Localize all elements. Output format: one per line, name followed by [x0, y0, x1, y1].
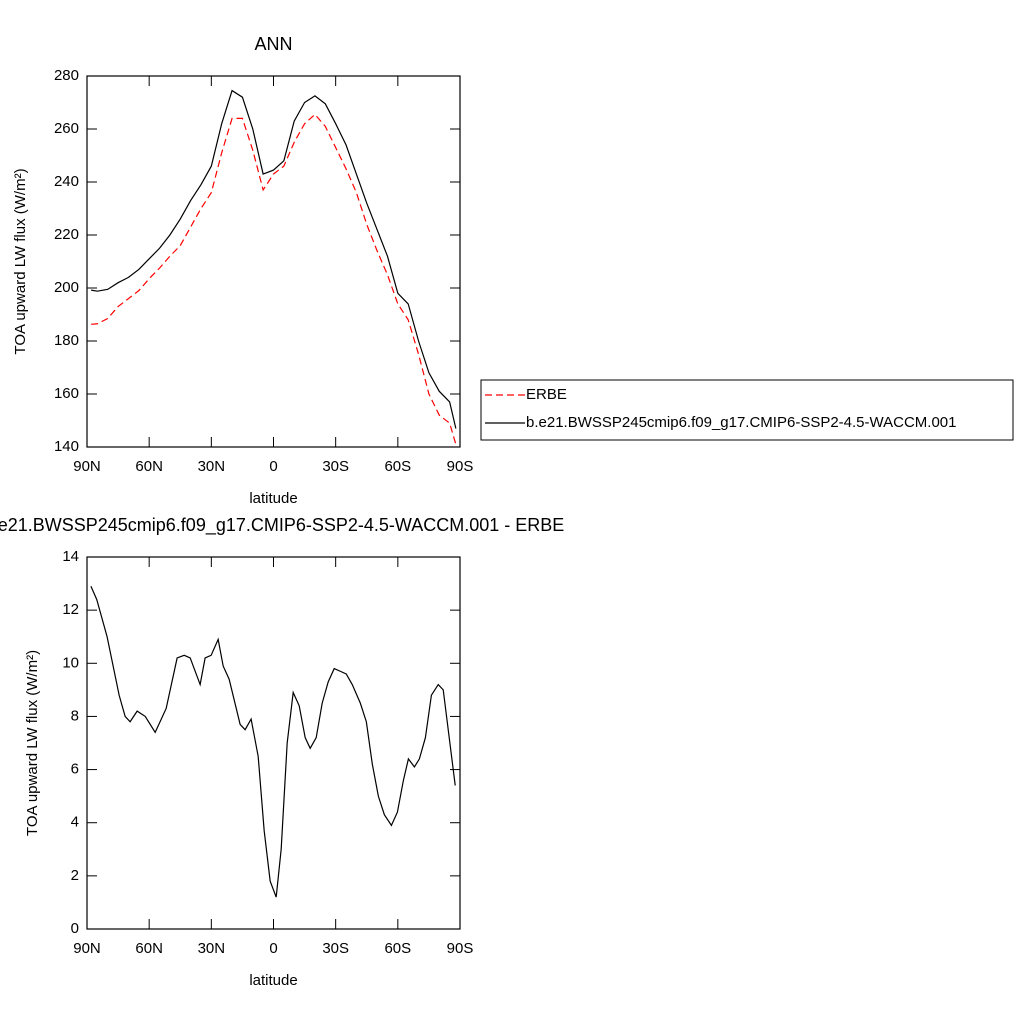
- x-tick-label: 90S: [447, 458, 474, 475]
- x-axis-label: latitude: [249, 490, 297, 507]
- y-tick-label: 10: [62, 654, 79, 671]
- chart-title: ANN: [254, 34, 292, 54]
- y-tick-label: 4: [71, 814, 79, 831]
- x-axis-label: latitude: [249, 972, 297, 989]
- legend-label: b.e21.BWSSP245cmip6.f09_g17.CMIP6-SSP2-4…: [526, 414, 956, 431]
- plot-frame: [86, 75, 461, 448]
- y-tick-label: 260: [54, 120, 79, 137]
- y-tick-label: 14: [62, 548, 79, 565]
- legend-box: [480, 379, 1014, 441]
- plot-frame: [86, 556, 461, 930]
- x-tick-label: 0: [269, 458, 277, 475]
- y-tick-label: 6: [71, 761, 79, 778]
- x-tick-label: 0: [269, 940, 277, 957]
- x-tick-label: 90N: [73, 458, 101, 475]
- y-axis-label: TOA upward LW flux (W/m²): [24, 650, 41, 836]
- y-tick-label: 12: [62, 601, 79, 618]
- y-tick-label: 180: [54, 332, 79, 349]
- y-tick-label: 280: [54, 67, 79, 84]
- y-tick-label: 200: [54, 279, 79, 296]
- data-line: [91, 113, 457, 445]
- data-line: [90, 585, 456, 898]
- x-tick-label: 60N: [135, 458, 163, 475]
- x-tick-label: 60N: [135, 940, 163, 957]
- x-tick-label: 60S: [384, 458, 411, 475]
- chart-title: b.e21.BWSSP245cmip6.f09_g17.CMIP6-SSP2-4…: [0, 515, 564, 536]
- y-tick-label: 8: [71, 707, 79, 724]
- y-tick-label: 2: [71, 867, 79, 884]
- y-tick-label: 160: [54, 385, 79, 402]
- y-tick-label: 240: [54, 173, 79, 190]
- data-line: [91, 89, 457, 429]
- legend-label: ERBE: [526, 386, 567, 403]
- x-tick-label: 90S: [447, 940, 474, 957]
- y-axis-label: TOA upward LW flux (W/m²): [12, 168, 29, 354]
- y-tick-label: 220: [54, 226, 79, 243]
- x-tick-label: 30N: [198, 940, 226, 957]
- x-tick-label: 60S: [384, 940, 411, 957]
- x-tick-label: 30N: [198, 458, 226, 475]
- x-tick-label: 30S: [322, 458, 349, 475]
- x-tick-label: 90N: [73, 940, 101, 957]
- y-tick-label: 140: [54, 438, 79, 455]
- y-tick-label: 0: [71, 920, 79, 937]
- x-tick-label: 30S: [322, 940, 349, 957]
